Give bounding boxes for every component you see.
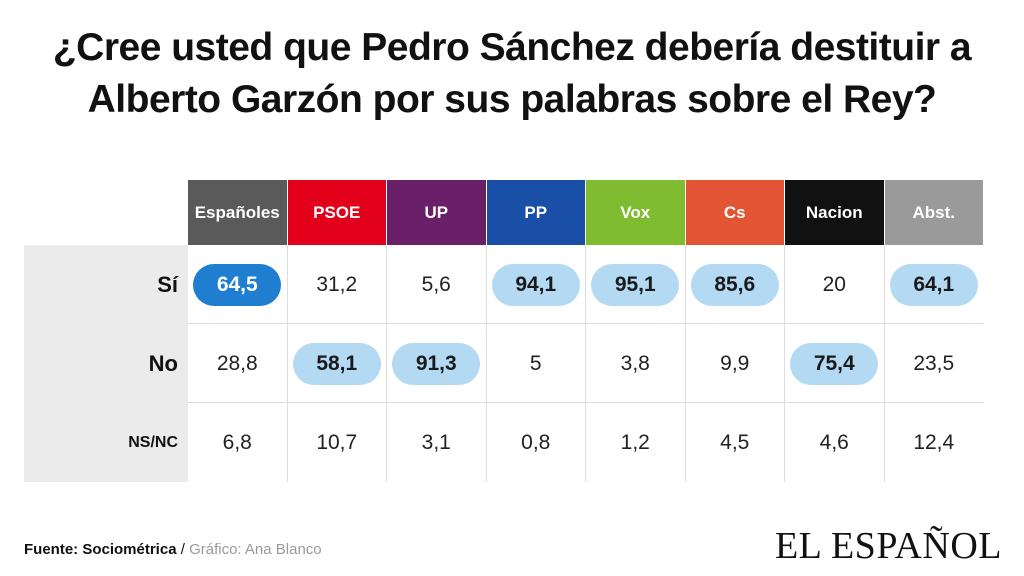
table-cell: 28,8 [188, 324, 287, 403]
table-cell: 3,1 [387, 403, 486, 482]
cell-value: 5 [529, 351, 542, 375]
column-divider [684, 245, 686, 482]
results-table: Españoles PSOE UP PP Vox Cs Nacion Abst. Sí 64,5 3… [24, 180, 984, 482]
table-cell: 4,5 [686, 403, 785, 482]
table-cell: 91,3 [387, 324, 486, 403]
cell-value: 12,4 [913, 430, 955, 454]
table-cell: 95,1 [586, 245, 685, 324]
table-cell: 10,7 [288, 403, 387, 482]
cell-value: 20 [822, 272, 846, 296]
cell-value: 1,2 [620, 430, 650, 454]
cell-value: 9,9 [720, 351, 750, 375]
cell-value: 31,2 [316, 272, 358, 296]
cell-value: 0,8 [521, 430, 551, 454]
table-cell: 85,6 [686, 245, 785, 324]
table-cell: 1,2 [586, 403, 685, 482]
column-header: Nacion [785, 180, 884, 245]
highlight-pill: 58,1 [292, 342, 381, 385]
table-cell: 3,8 [586, 324, 685, 403]
row-label: NS/NC [128, 433, 178, 451]
highlight-pill: 95,1 [591, 263, 680, 306]
source-credit: Fuente: Sociométrica / Gráfico: Ana Blan… [24, 541, 322, 558]
row-divider [188, 323, 984, 324]
column-header: PP [486, 180, 585, 245]
table-cell: 23,5 [885, 324, 984, 403]
row-divider [188, 402, 984, 403]
table-cell: 0,8 [487, 403, 586, 482]
table-cell: 58,1 [288, 324, 387, 403]
table-cell: 5,6 [387, 245, 486, 324]
row-label-background [24, 245, 188, 482]
table-cell: 94,1 [487, 245, 586, 324]
table-cell: 64,5 [188, 245, 287, 324]
cell-value: 5,6 [421, 272, 451, 296]
column-header: UP [387, 180, 486, 245]
title-line-2: Alberto Garzón por sus palabras sobre el… [87, 78, 937, 121]
column-divider [585, 245, 586, 482]
cell-value: 3,1 [421, 430, 451, 454]
column-header: PSOE [287, 180, 386, 245]
table-cell: 5 [487, 324, 586, 403]
column-header: Abst. [884, 180, 983, 245]
chart-title: ¿Cree usted que Pedro Sánchez debería de… [0, 22, 1024, 126]
column-divider [784, 245, 785, 482]
cell-value: 10,7 [316, 430, 358, 454]
table-cell: 6,8 [188, 403, 287, 482]
column-divider [386, 245, 387, 482]
column-header: Cs [685, 180, 784, 245]
cell-value: 3,8 [620, 351, 650, 375]
table-cell: 20 [785, 245, 884, 324]
highlight-pill: 64,5 [193, 263, 282, 306]
cell-value: 4,5 [720, 430, 750, 454]
cell-value: 4,6 [819, 430, 849, 454]
highlight-pill: 91,3 [392, 342, 481, 385]
column-divider [883, 245, 885, 482]
table-cell: 75,4 [785, 324, 884, 403]
title-line-1: ¿Cree usted que Pedro Sánchez debería de… [52, 26, 972, 69]
table-cell: 31,2 [288, 245, 387, 324]
column-divider [286, 245, 288, 482]
highlight-pill: 64,1 [889, 263, 978, 306]
column-header: Vox [586, 180, 685, 245]
el-espanol-logo: EL ESPAÑOL [774, 525, 1002, 567]
column-header: Españoles [188, 180, 287, 245]
source-separator: / [180, 541, 185, 558]
cell-value: 28,8 [216, 351, 258, 375]
highlight-pill: 75,4 [790, 342, 879, 385]
row-label: No [148, 350, 178, 376]
highlight-pill: 94,1 [491, 263, 580, 306]
column-divider [485, 245, 487, 482]
source-label: Fuente: Sociométrica [24, 541, 177, 558]
table-cell: 9,9 [686, 324, 785, 403]
cell-value: 6,8 [222, 430, 252, 454]
table-cell: 4,6 [785, 403, 884, 482]
highlight-pill: 85,6 [690, 263, 779, 306]
table-cell: 64,1 [885, 245, 984, 324]
cell-value: 23,5 [913, 351, 955, 375]
table-cell: 12,4 [885, 403, 984, 482]
row-label: Sí [157, 271, 178, 297]
author-credit: Gráfico: Ana Blanco [189, 541, 322, 558]
